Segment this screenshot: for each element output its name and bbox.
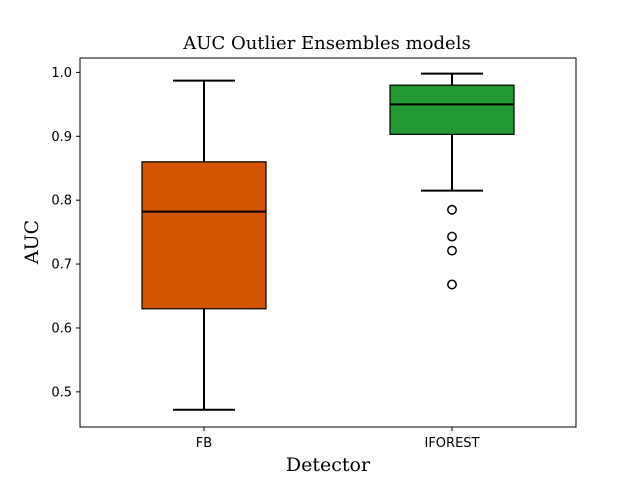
plot-frame xyxy=(79,57,577,428)
outlier-point xyxy=(447,204,457,215)
y-tick-label: 0.9 xyxy=(51,130,72,145)
y-tick-label: 0.6 xyxy=(51,321,72,336)
x-tick-label: FB xyxy=(196,436,212,451)
outlier-point xyxy=(447,279,457,290)
x-axis-label: Detector xyxy=(286,454,371,476)
x-tick-label: IFOREST xyxy=(425,436,480,451)
iqr-box xyxy=(389,84,515,135)
box-iforest xyxy=(389,72,515,290)
y-tick-label: 0.5 xyxy=(51,385,72,400)
y-tick-label: 0.8 xyxy=(51,194,72,209)
y-tick-label: 0.7 xyxy=(51,258,72,273)
chart-title: AUC Outlier Ensembles models xyxy=(182,33,470,54)
y-axis-label: AUC xyxy=(21,220,43,265)
outlier-point xyxy=(447,245,457,256)
outlier-point xyxy=(447,231,457,242)
box-fb xyxy=(141,79,267,411)
y-tick-label: 1.0 xyxy=(51,66,72,81)
iqr-box xyxy=(141,161,267,310)
